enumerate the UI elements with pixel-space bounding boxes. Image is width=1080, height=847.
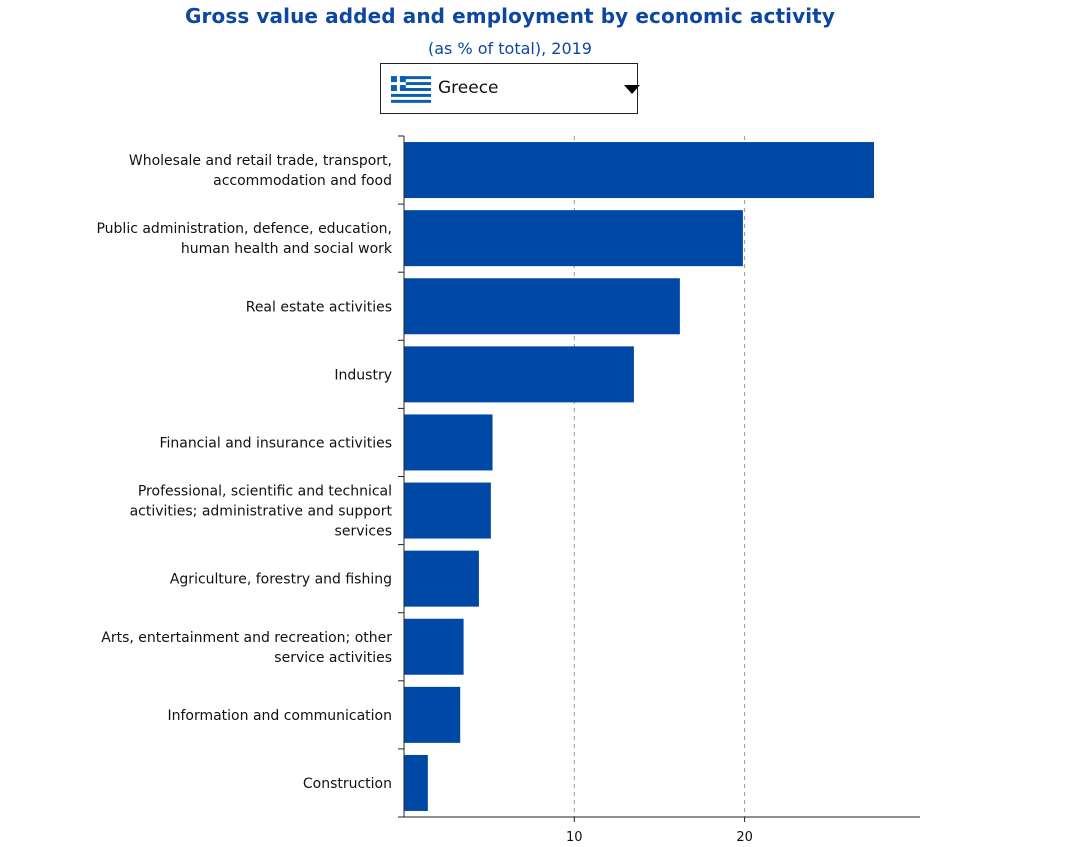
label-layer: Wholesale and retail trade, transport, ac… (96, 153, 392, 792)
category-label-line: Construction (303, 776, 392, 792)
bar-2[interactable] (404, 278, 680, 335)
category-label-line: Information and communication (167, 708, 392, 724)
chart-subtitle: (as % of total), 2019 (428, 39, 592, 58)
category-label-line: Agriculture, forestry and fishing (170, 572, 392, 588)
category-label-line: accommodation and food (213, 173, 392, 189)
category-label: Public administration, defence, educatio… (96, 221, 392, 257)
country-select-value: Greece (438, 78, 499, 98)
category-label-line: services (335, 524, 392, 540)
category-label: Agriculture, forestry and fishing (170, 572, 392, 588)
bar-layer (404, 142, 875, 811)
chevron-down-icon[interactable] (624, 85, 640, 94)
category-label-line: human health and social work (181, 241, 393, 257)
category-label: Industry (334, 367, 392, 383)
axis-layer: 10 20 (398, 135, 920, 845)
bar-5[interactable] (404, 482, 491, 539)
category-label: Wholesale and retail trade, transport, ac… (129, 153, 392, 189)
chart-title: Gross value added and employment by econ… (185, 4, 835, 28)
bar-3[interactable] (404, 346, 634, 403)
category-label: Information and communication (167, 708, 392, 724)
category-label-line: Professional, scientific and technical (138, 484, 392, 500)
category-label: Real estate activities (246, 299, 392, 315)
bar-0[interactable] (404, 142, 875, 199)
greece-flag-icon (391, 76, 431, 103)
category-label-line: Financial and insurance activities (159, 435, 392, 451)
x-tick-label: 20 (736, 830, 753, 845)
bar-7[interactable] (404, 618, 464, 675)
category-label-line: Real estate activities (246, 299, 392, 315)
category-label-line: Arts, entertainment and recreation; othe… (101, 630, 392, 646)
bar-8[interactable] (404, 686, 461, 743)
bar-6[interactable] (404, 550, 479, 607)
category-label: Professional, scientific and technical ac… (130, 484, 393, 540)
bar-1[interactable] (404, 210, 743, 267)
category-label-line: Public administration, defence, educatio… (96, 221, 392, 237)
bar-9[interactable] (404, 754, 428, 811)
x-tick-label: 10 (566, 830, 583, 845)
category-label: Arts, entertainment and recreation; othe… (101, 630, 392, 666)
country-select[interactable]: Greece (380, 63, 640, 114)
category-label: Financial and insurance activities (159, 435, 392, 451)
category-label-line: activities; administrative and support (130, 504, 393, 520)
bar-4[interactable] (404, 414, 493, 471)
category-label: Construction (303, 776, 392, 792)
category-label-line: Wholesale and retail trade, transport, (129, 153, 392, 169)
category-label-line: service activities (274, 650, 392, 666)
category-label-line: Industry (334, 367, 392, 383)
